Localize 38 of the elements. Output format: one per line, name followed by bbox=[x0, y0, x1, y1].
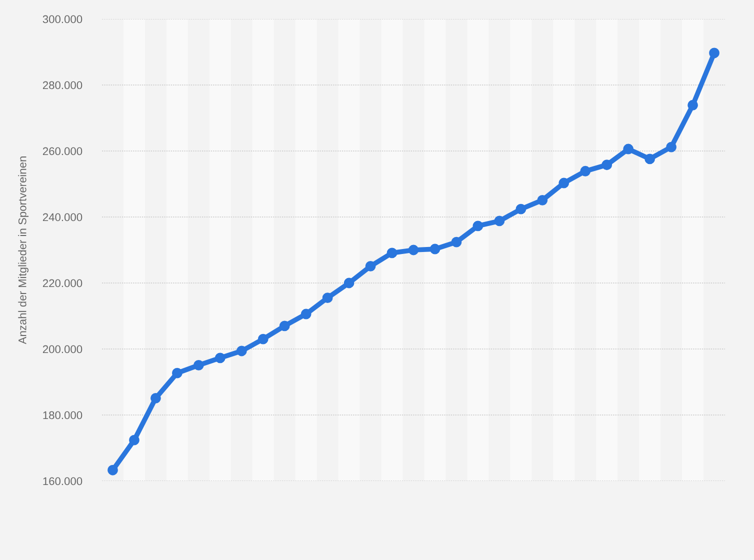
point bbox=[150, 392, 161, 404]
y-tick-label: 160.000 bbox=[43, 477, 82, 486]
y-tick-label: 280.000 bbox=[42, 81, 82, 90]
y-tick-label: 240.000 bbox=[42, 213, 82, 222]
point bbox=[322, 292, 333, 304]
point bbox=[537, 194, 548, 206]
point bbox=[279, 320, 290, 332]
point bbox=[193, 360, 204, 370]
point bbox=[214, 352, 226, 364]
point bbox=[300, 308, 312, 320]
y-tick-label: 300.000 bbox=[42, 15, 82, 24]
point bbox=[709, 48, 720, 58]
point bbox=[516, 204, 526, 214]
point bbox=[580, 166, 591, 176]
point bbox=[344, 278, 354, 288]
y-tick-label: 200.000 bbox=[42, 345, 82, 354]
point bbox=[258, 334, 268, 344]
point bbox=[644, 154, 656, 164]
point bbox=[408, 244, 419, 256]
point bbox=[386, 248, 398, 258]
point bbox=[472, 220, 484, 232]
point bbox=[108, 464, 118, 476]
point bbox=[623, 144, 634, 154]
point bbox=[236, 346, 247, 356]
point bbox=[666, 142, 676, 152]
point bbox=[172, 368, 182, 378]
y-tick-label: 180.000 bbox=[43, 411, 82, 420]
point bbox=[129, 434, 140, 446]
point bbox=[494, 216, 505, 226]
y-tick-label: 220.000 bbox=[42, 279, 82, 288]
point bbox=[602, 160, 612, 170]
point bbox=[558, 178, 570, 188]
point bbox=[365, 260, 376, 272]
point bbox=[688, 100, 698, 110]
y-axis-title: Anzahl der Mitglieder in Sportvereinen bbox=[18, 156, 29, 344]
point bbox=[451, 236, 462, 248]
y-tick-label: 260.000 bbox=[42, 147, 82, 156]
point bbox=[430, 244, 440, 254]
